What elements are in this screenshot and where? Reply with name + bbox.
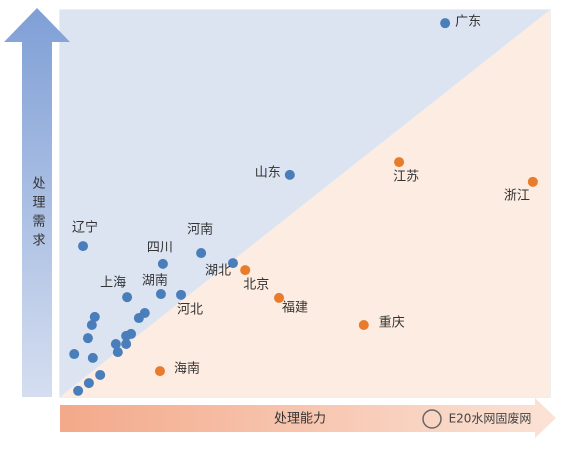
point xyxy=(527,176,538,187)
point xyxy=(112,347,123,358)
point-label: 四川 xyxy=(147,240,173,255)
point xyxy=(121,338,132,349)
point xyxy=(394,157,405,168)
point-label: 江苏 xyxy=(393,169,419,185)
point-label: 山东 xyxy=(255,165,281,180)
point xyxy=(78,241,89,252)
point xyxy=(240,265,251,276)
point xyxy=(82,333,93,344)
point-label: 广东 xyxy=(455,15,481,30)
point xyxy=(157,258,168,269)
point xyxy=(139,308,150,319)
point xyxy=(155,289,166,300)
point xyxy=(122,292,133,303)
point xyxy=(227,258,238,269)
point-label: 北京 xyxy=(243,278,269,293)
point xyxy=(358,320,369,331)
point xyxy=(126,328,137,339)
point xyxy=(89,311,100,322)
point-label: 河北 xyxy=(177,302,203,317)
point xyxy=(176,289,187,300)
point xyxy=(86,320,97,331)
point-label: 福建 xyxy=(282,300,308,315)
point xyxy=(440,18,451,29)
point xyxy=(154,366,165,377)
point-label: 湖南 xyxy=(142,273,168,289)
point-label: 上海 xyxy=(100,276,126,291)
point xyxy=(196,248,207,259)
point xyxy=(87,352,98,363)
watermark: E20水网固废网 xyxy=(449,411,532,426)
y-axis-label: 处理需求 xyxy=(30,176,46,252)
point xyxy=(110,338,121,349)
y-arrow xyxy=(4,8,70,397)
point-label: 河南 xyxy=(187,222,213,238)
point xyxy=(95,369,106,380)
point-label: 浙江 xyxy=(504,188,530,203)
point xyxy=(83,378,94,389)
watermark-icon xyxy=(422,409,442,429)
point xyxy=(73,385,84,396)
point xyxy=(284,169,295,180)
point-label: 辽宁 xyxy=(72,220,98,236)
point-label: 湖北 xyxy=(205,264,231,279)
point-label: 海南 xyxy=(174,361,200,377)
point-label: 重庆 xyxy=(379,315,405,331)
x-axis-label: 处理能力 xyxy=(274,412,326,427)
point xyxy=(274,292,285,303)
point xyxy=(69,349,80,360)
capacity-region xyxy=(60,10,550,397)
